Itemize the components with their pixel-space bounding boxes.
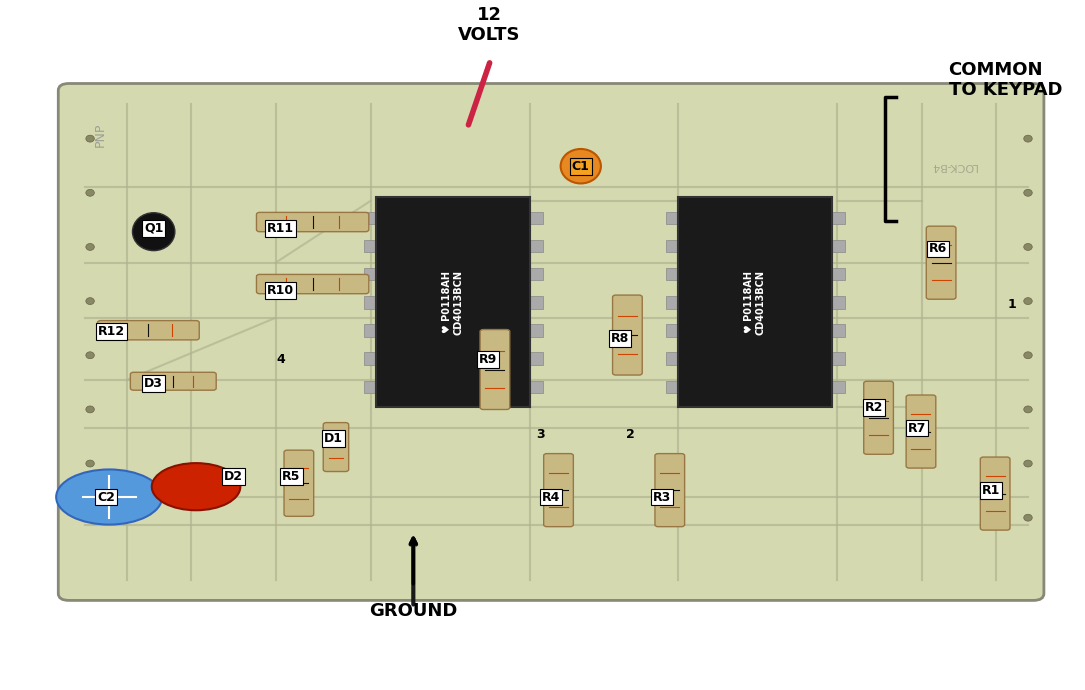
Text: GROUND: GROUND	[369, 602, 458, 620]
FancyBboxPatch shape	[613, 295, 642, 375]
Bar	[529, 324, 542, 337]
Text: D1: D1	[324, 432, 343, 445]
Ellipse shape	[86, 189, 94, 196]
Text: 12
VOLTS: 12 VOLTS	[458, 6, 521, 44]
Text: C2: C2	[97, 491, 115, 504]
Text: D2: D2	[224, 470, 243, 483]
Bar	[832, 296, 844, 308]
Ellipse shape	[86, 406, 94, 413]
Bar	[665, 212, 678, 224]
Bar	[832, 212, 844, 224]
FancyBboxPatch shape	[256, 213, 369, 232]
Bar	[529, 240, 542, 253]
Text: 2: 2	[626, 428, 635, 442]
FancyBboxPatch shape	[256, 275, 369, 294]
Bar	[529, 268, 542, 280]
Bar	[529, 381, 542, 393]
Bar	[529, 212, 542, 224]
Text: R5: R5	[282, 470, 301, 483]
Ellipse shape	[1024, 460, 1032, 467]
Text: R11: R11	[267, 221, 294, 235]
Text: LOCK-B4: LOCK-B4	[930, 161, 978, 171]
Text: ♥ P0118AH
CD4013BCN: ♥ P0118AH CD4013BCN	[744, 270, 766, 335]
FancyBboxPatch shape	[284, 450, 314, 516]
Bar	[832, 353, 844, 365]
Bar	[529, 296, 542, 308]
Ellipse shape	[86, 244, 94, 250]
Ellipse shape	[1024, 244, 1032, 250]
Text: 1: 1	[1008, 297, 1017, 310]
Text: C1: C1	[572, 159, 590, 172]
Bar	[363, 268, 376, 280]
Ellipse shape	[132, 213, 175, 250]
Bar	[363, 324, 376, 337]
FancyBboxPatch shape	[323, 422, 348, 471]
Bar	[678, 197, 832, 407]
Bar	[832, 324, 844, 337]
Text: R1: R1	[982, 484, 1000, 497]
Bar	[665, 296, 678, 308]
FancyBboxPatch shape	[927, 226, 956, 299]
Ellipse shape	[1024, 514, 1032, 521]
FancyBboxPatch shape	[130, 373, 216, 391]
Ellipse shape	[1024, 352, 1032, 359]
Bar	[665, 240, 678, 253]
Ellipse shape	[1024, 135, 1032, 142]
Bar	[665, 381, 678, 393]
Text: R12: R12	[98, 325, 125, 338]
Text: Q1: Q1	[144, 221, 164, 235]
Ellipse shape	[1024, 406, 1032, 413]
Ellipse shape	[1024, 297, 1032, 304]
FancyBboxPatch shape	[98, 321, 200, 340]
Bar	[363, 240, 376, 253]
FancyBboxPatch shape	[906, 395, 935, 468]
Ellipse shape	[86, 460, 94, 467]
Text: R6: R6	[929, 242, 947, 255]
Ellipse shape	[152, 463, 241, 511]
Bar	[363, 212, 376, 224]
Text: R9: R9	[478, 353, 497, 366]
Bar	[832, 381, 844, 393]
FancyBboxPatch shape	[544, 453, 573, 526]
Bar	[665, 268, 678, 280]
Bar	[363, 381, 376, 393]
Bar	[363, 296, 376, 308]
Ellipse shape	[86, 297, 94, 304]
Text: COMMON
TO KEYPAD: COMMON TO KEYPAD	[948, 61, 1062, 99]
Bar	[376, 197, 529, 407]
Bar	[529, 353, 542, 365]
FancyBboxPatch shape	[655, 453, 685, 526]
FancyBboxPatch shape	[864, 382, 893, 454]
Text: 4: 4	[277, 353, 285, 366]
Bar	[832, 240, 844, 253]
Text: R2: R2	[865, 401, 883, 414]
Ellipse shape	[86, 514, 94, 521]
Bar	[363, 353, 376, 365]
Text: D3: D3	[144, 377, 163, 390]
Text: PNP: PNP	[94, 123, 107, 148]
Text: R10: R10	[267, 284, 294, 297]
Ellipse shape	[561, 149, 601, 184]
Text: 3: 3	[536, 428, 545, 442]
FancyBboxPatch shape	[480, 330, 510, 409]
Text: ♥ P0118AH
CD4013BCN: ♥ P0118AH CD4013BCN	[443, 270, 464, 335]
Ellipse shape	[1024, 189, 1032, 196]
FancyBboxPatch shape	[981, 457, 1010, 530]
Text: R7: R7	[907, 422, 926, 435]
Text: R8: R8	[611, 332, 629, 345]
Text: R3: R3	[653, 491, 672, 504]
Bar	[665, 324, 678, 337]
Ellipse shape	[86, 352, 94, 359]
Text: R4: R4	[541, 491, 560, 504]
Bar	[665, 353, 678, 365]
Ellipse shape	[56, 469, 162, 524]
FancyBboxPatch shape	[59, 83, 1044, 600]
Bar	[832, 268, 844, 280]
Ellipse shape	[86, 135, 94, 142]
